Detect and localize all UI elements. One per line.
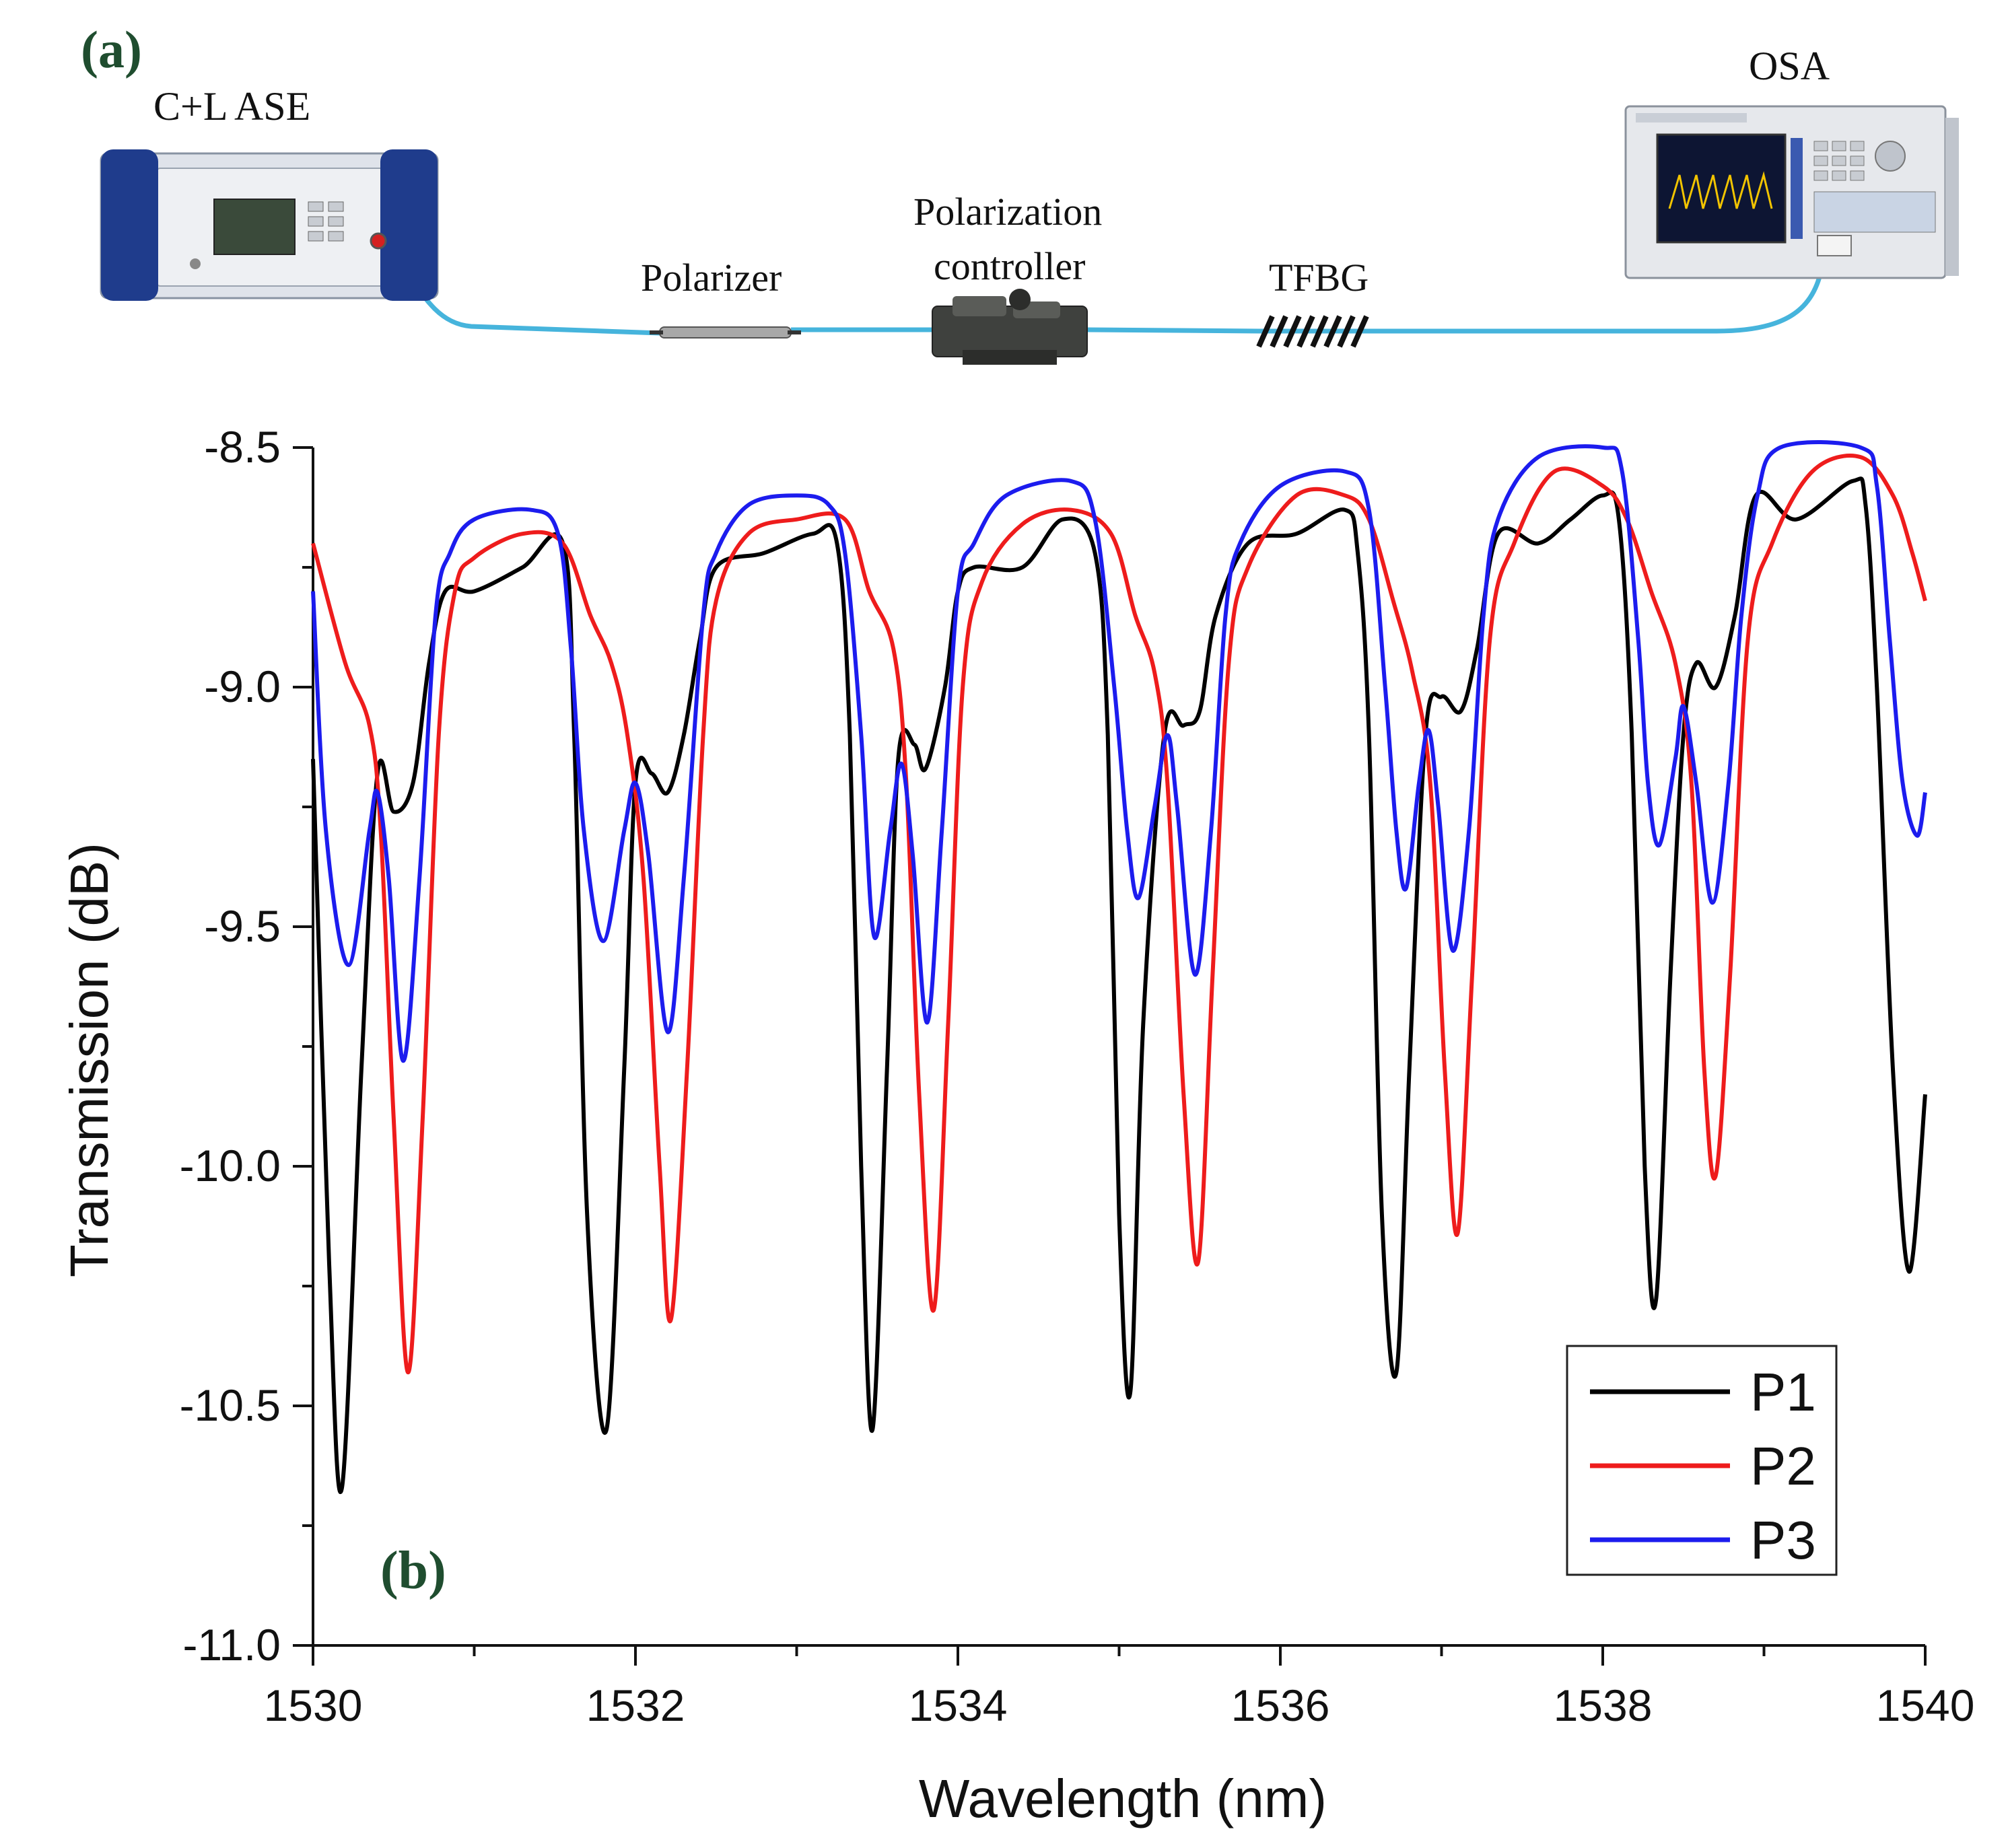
panel-a-label: (a) — [81, 20, 142, 79]
chart-series — [311, 439, 1927, 1495]
y-tick-label: -9.5 — [204, 901, 281, 951]
x-tick-label: 1536 — [1231, 1680, 1330, 1730]
legend-box — [1566, 1345, 1838, 1576]
chart-legend: P1 P2 P3 — [1566, 1345, 1838, 1576]
legend-label-p3: P3 — [1750, 1510, 1816, 1570]
ase-light-source-device — [100, 149, 439, 301]
y-tick-label: -9.0 — [204, 662, 281, 711]
tfbg-grating — [1256, 315, 1369, 348]
polarizer-component — [650, 326, 801, 339]
legend-label-p2: P2 — [1750, 1436, 1816, 1496]
y-tick-label: -11.0 — [182, 1620, 281, 1670]
y-axis-ticks: -8.5 -9.0 -9.5 -10.0 -10.5 -11.0 — [180, 422, 313, 1670]
tfbg-label: TFBG — [1269, 256, 1369, 299]
y-tick-label: -10.0 — [180, 1141, 281, 1190]
y-axis-label: Transmission (dB) — [59, 843, 119, 1277]
setup-diagram: (a) C+L ASE OSA Polarizer Polarization c… — [81, 20, 1959, 365]
y-tick-label: -8.5 — [204, 422, 281, 472]
polarization-controller-device — [932, 289, 1088, 365]
panel-b-label: (b) — [380, 1541, 446, 1600]
polarizer-label: Polarizer — [641, 256, 782, 299]
x-axis-label: Wavelength (nm) — [919, 1769, 1327, 1828]
polarization-controller-label-line1: Polarization — [913, 190, 1102, 234]
x-tick-label: 1534 — [909, 1680, 1008, 1730]
x-tick-label: 1532 — [586, 1680, 685, 1730]
x-tick-label: 1538 — [1554, 1680, 1653, 1730]
x-tick-label: 1530 — [264, 1680, 363, 1730]
x-axis-ticks: 1530 1532 1534 1536 1538 1540 — [264, 1645, 1975, 1730]
y-tick-label: -10.5 — [180, 1380, 281, 1430]
osa-device — [1624, 105, 1959, 279]
ase-source-label: C+L ASE — [153, 84, 310, 129]
transmission-chart: 1530 1532 1534 1536 1538 1540 -8.5 -9.0 -9.5 -10… — [59, 422, 1974, 1828]
legend-label-p1: P1 — [1750, 1362, 1816, 1422]
series-line-p2 — [311, 454, 1927, 1375]
optical-fiber — [385, 240, 1827, 336]
x-tick-label: 1540 — [1876, 1680, 1975, 1730]
osa-label: OSA — [1749, 44, 1830, 88]
series-line-p1 — [311, 476, 1927, 1495]
polarization-controller-label-line2: controller — [934, 244, 1085, 288]
series-line-p3 — [311, 439, 1927, 1063]
